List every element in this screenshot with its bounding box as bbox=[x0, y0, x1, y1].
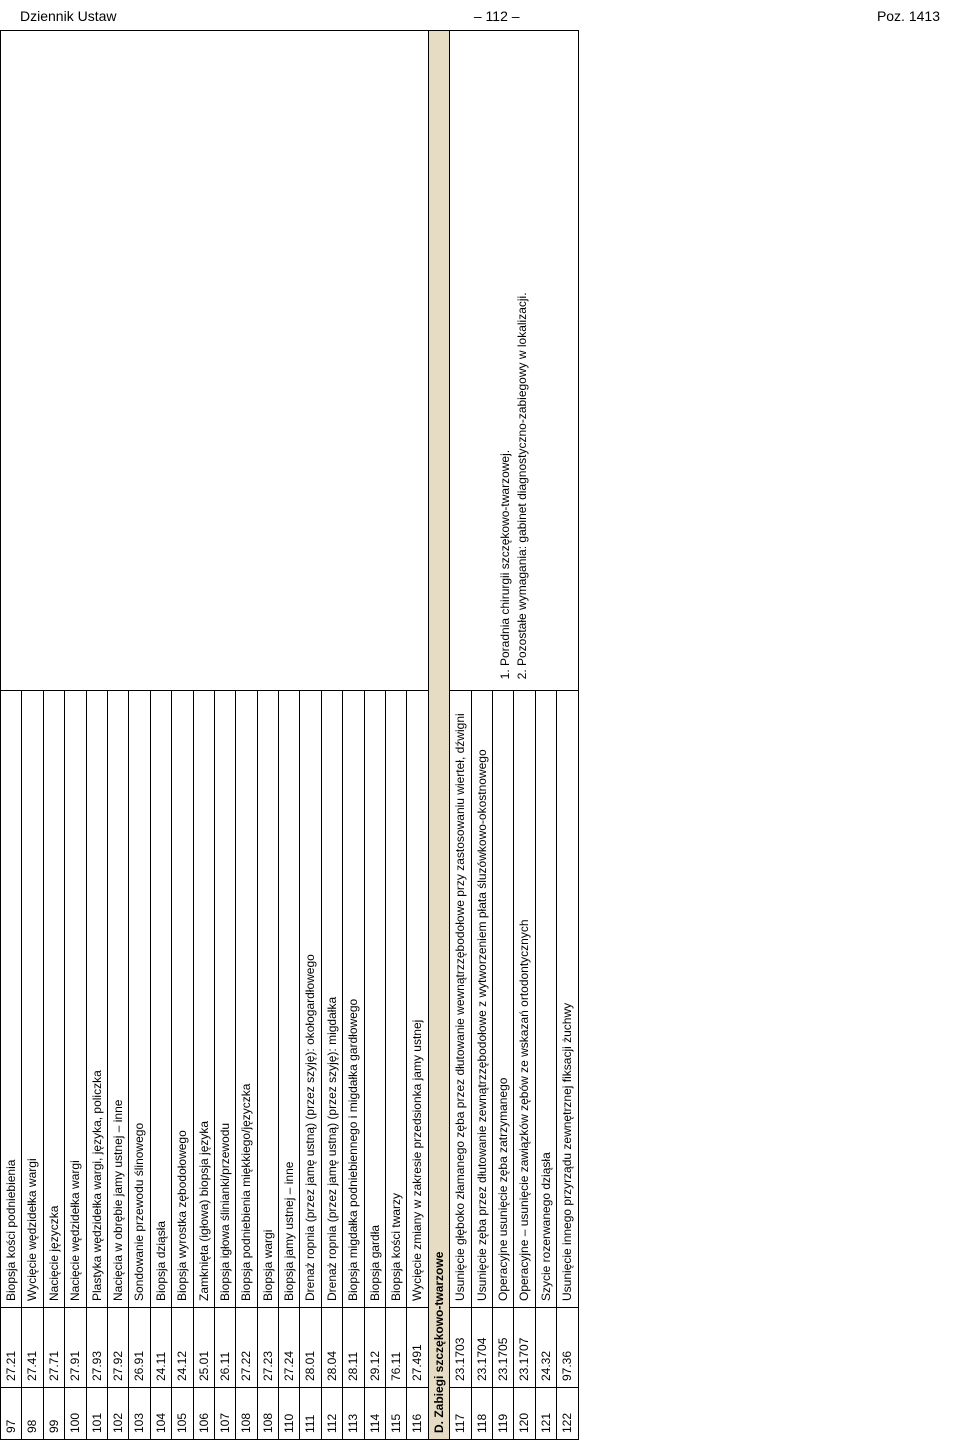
row-description: Wycięcie wędzidełka wargi bbox=[22, 691, 43, 1308]
row-number: 97 bbox=[1, 1388, 22, 1440]
row-description: Nacięcie języczka bbox=[43, 691, 64, 1308]
row-description: Zamknięta (igłowa) biopsja języka bbox=[193, 691, 214, 1308]
row-number: 121 bbox=[535, 1388, 556, 1440]
row-code: 23.1707 bbox=[514, 1308, 535, 1388]
header-right: Poz. 1413 bbox=[877, 8, 940, 24]
row-description: Nacięcia w obrębie jamy ustnej – inne bbox=[107, 691, 128, 1308]
row-number: 100 bbox=[65, 1388, 86, 1440]
row-description: Usunięcie głęboko złamanego zęba przez d… bbox=[450, 691, 471, 1308]
row-number: 115 bbox=[386, 1388, 407, 1440]
row-number: 116 bbox=[407, 1388, 428, 1440]
row-number: 110 bbox=[279, 1388, 300, 1440]
row-description: Drenaż ropnia (przez jamę ustną) (przez … bbox=[300, 691, 321, 1308]
row-description: Biopsja kości twarzy bbox=[386, 691, 407, 1308]
row-number: 122 bbox=[557, 1388, 578, 1440]
page-header: Dziennik Ustaw – 112 – Poz. 1413 bbox=[0, 0, 960, 30]
requirements-list: Poradnia chirurgii szczękowo-twarzowej.P… bbox=[498, 37, 529, 684]
row-code: 26.11 bbox=[214, 1308, 235, 1388]
row-code: 27.21 bbox=[1, 1308, 22, 1388]
row-code: 27.92 bbox=[107, 1308, 128, 1388]
row-description: Biopsja dziąsła bbox=[150, 691, 171, 1308]
row-code: 24.11 bbox=[150, 1308, 171, 1388]
row-number: 118 bbox=[471, 1388, 492, 1440]
row-number: 119 bbox=[492, 1388, 513, 1440]
row-code: 26.91 bbox=[129, 1308, 150, 1388]
rotated-stage: 9727.21Biopsja kości podniebienia9827.41… bbox=[0, 30, 960, 1440]
requirements-item: Pozostałe wymagania: gabinet diagnostycz… bbox=[515, 37, 529, 666]
row-number: 103 bbox=[129, 1388, 150, 1440]
row-description: Biopsja jamy ustnej – inne bbox=[279, 691, 300, 1308]
procedures-table: 9727.21Biopsja kości podniebienia9827.41… bbox=[0, 30, 579, 1440]
row-number: 102 bbox=[107, 1388, 128, 1440]
row-description: Biopsja wyrostka zębodołowego bbox=[172, 691, 193, 1308]
row-description: Biopsja podniebienia miękkiego/języczka bbox=[236, 691, 257, 1308]
row-code: 97.36 bbox=[557, 1308, 578, 1388]
row-description: Biopsja migdałka podniebiennego i migdał… bbox=[343, 691, 364, 1308]
row-code: 27.24 bbox=[279, 1308, 300, 1388]
row-description: Sondowanie przewodu ślinowego bbox=[129, 691, 150, 1308]
row-code: 27.41 bbox=[22, 1308, 43, 1388]
row-code: 23.1703 bbox=[450, 1308, 471, 1388]
row-code: 28.04 bbox=[321, 1308, 342, 1388]
row-code: 28.01 bbox=[300, 1308, 321, 1388]
row-number: 99 bbox=[43, 1388, 64, 1440]
row-code: 76.11 bbox=[386, 1308, 407, 1388]
table-row: 9727.21Biopsja kości podniebienia bbox=[1, 31, 22, 1440]
row-number: 98 bbox=[22, 1388, 43, 1440]
row-code: 27.93 bbox=[86, 1308, 107, 1388]
row-number: 101 bbox=[86, 1388, 107, 1440]
row-description: Plastyka wędzidełka wargi, języka, polic… bbox=[86, 691, 107, 1308]
row-code: 29.12 bbox=[364, 1308, 385, 1388]
rotated-content: 9727.21Biopsja kości podniebienia9827.41… bbox=[0, 30, 960, 1440]
row-description: Nacięcie wędzidełka wargi bbox=[65, 691, 86, 1308]
row-code: 24.12 bbox=[172, 1308, 193, 1388]
row-code: 28.11 bbox=[343, 1308, 364, 1388]
row-code: 27.23 bbox=[257, 1308, 278, 1388]
row-description: Szycie rozerwanego dziąsła bbox=[535, 691, 556, 1308]
row-description: Biopsja wargi bbox=[257, 691, 278, 1308]
row-code: 27.71 bbox=[43, 1308, 64, 1388]
row-description: Biopsja kości podniebienia bbox=[1, 691, 22, 1308]
requirements-item: Poradnia chirurgii szczękowo-twarzowej. bbox=[498, 37, 512, 666]
row-code: 24.32 bbox=[535, 1308, 556, 1388]
row-number: 114 bbox=[364, 1388, 385, 1440]
row-description: Usunięcie zęba przez dłutowanie zewnątrz… bbox=[471, 691, 492, 1308]
row-number: 112 bbox=[321, 1388, 342, 1440]
section-row: D. Zabiegi szczękowo-twarzowe bbox=[428, 31, 449, 1440]
requirements-cell: Poradnia chirurgii szczękowo-twarzowej.P… bbox=[450, 31, 578, 691]
row-number: 107 bbox=[214, 1388, 235, 1440]
row-description: Usunięcie innego przyrządu zewnętrznej f… bbox=[557, 691, 578, 1308]
header-center: – 112 – bbox=[116, 8, 876, 24]
row-number: 106 bbox=[193, 1388, 214, 1440]
row-number: 111 bbox=[300, 1388, 321, 1440]
row-code: 27.491 bbox=[407, 1308, 428, 1388]
row-number: 113 bbox=[343, 1388, 364, 1440]
row-description: Biopsja igłowa ślinianki/przewodu bbox=[214, 691, 235, 1308]
row-description: Operacyjne – usunięcie zawiązków zębów z… bbox=[514, 691, 535, 1308]
row-number: 108 bbox=[257, 1388, 278, 1440]
row-code: 27.91 bbox=[65, 1308, 86, 1388]
row-code: 23.1705 bbox=[492, 1308, 513, 1388]
row-description: Biopsja gardła bbox=[364, 691, 385, 1308]
row-number: 105 bbox=[172, 1388, 193, 1440]
row-code: 25.01 bbox=[193, 1308, 214, 1388]
table-row: 11723.1703Usunięcie głęboko złamanego zę… bbox=[450, 31, 471, 1440]
row-description: Drenaż ropnia (przez jamę ustną) (przez … bbox=[321, 691, 342, 1308]
header-left: Dziennik Ustaw bbox=[20, 8, 116, 24]
row-description: Wycięcie zmiany w zakresie przedsionka j… bbox=[407, 691, 428, 1308]
page: Dziennik Ustaw – 112 – Poz. 1413 9727.21… bbox=[0, 0, 960, 1440]
row-number: 117 bbox=[450, 1388, 471, 1440]
section-title: D. Zabiegi szczękowo-twarzowe bbox=[428, 31, 449, 1440]
row-code: 27.22 bbox=[236, 1308, 257, 1388]
row-number: 108 bbox=[236, 1388, 257, 1440]
requirements-cell-upper bbox=[1, 31, 429, 691]
row-code: 23.1704 bbox=[471, 1308, 492, 1388]
row-number: 104 bbox=[150, 1388, 171, 1440]
row-number: 120 bbox=[514, 1388, 535, 1440]
row-description: Operacyjne usunięcie zęba zatrzymanego bbox=[492, 691, 513, 1308]
